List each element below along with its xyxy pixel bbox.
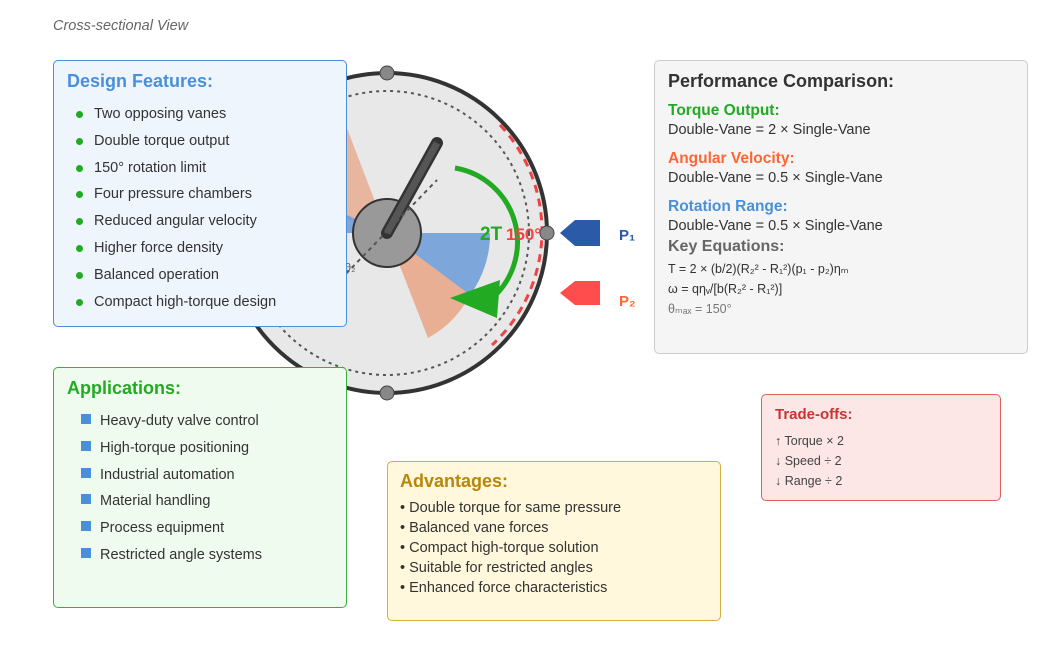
bullet	[81, 547, 91, 558]
torque-label: 2T	[480, 224, 503, 245]
list-item: • Balanced vane forces	[400, 520, 549, 536]
list-item: Two opposing vanes	[67, 101, 333, 128]
card-title: Applications:	[67, 378, 182, 398]
bullet	[81, 494, 91, 505]
angle-label: 150°	[506, 225, 541, 244]
list-item: • Compact high-torque solution	[400, 540, 599, 556]
limit-arc	[490, 123, 544, 347]
bullet	[76, 137, 83, 145]
bullet	[76, 244, 83, 252]
tradeoff: ↑ Torque × 2	[775, 434, 844, 448]
bullet	[81, 467, 91, 478]
card-title: Performance Comparison:	[668, 71, 895, 91]
caption: Cross-sectional View	[53, 18, 189, 34]
bullet	[76, 191, 83, 199]
bullet	[81, 414, 91, 424]
card-title: Advantages:	[400, 471, 509, 491]
list-item: Balanced operation	[67, 262, 333, 289]
card-title: Design Features:	[67, 71, 214, 91]
inner-bore	[244, 90, 530, 376]
list-item: Four pressure chambers	[67, 181, 333, 208]
list-item: Material handling	[67, 488, 333, 515]
section-heading: Angular Velocity:	[668, 150, 795, 167]
section-heading: Rotation Range:	[668, 198, 788, 215]
tradeoffs-card: Trade-offs: ↑ Torque × 2 ↓ Speed ÷ 2 ↓ Ran…	[761, 394, 1001, 501]
list-item: • Suitable for restricted angles	[400, 560, 593, 576]
design-features-card: Design Features: Two opposing vanes Doubl…	[53, 60, 347, 327]
section-text: Double-Vane = 0.5 × Single-Vane	[668, 218, 883, 234]
list-item: High-torque positioning	[67, 435, 333, 462]
section-text: Double-Vane = 2 × Single-Vane	[668, 122, 871, 138]
p2-arrow	[560, 281, 600, 305]
p1-label: P₁	[619, 227, 635, 244]
arrow-head	[450, 280, 500, 318]
card-title: Trade-offs:	[775, 406, 853, 423]
port	[379, 385, 395, 401]
list-item: Industrial automation	[67, 462, 333, 489]
advantages-card: Advantages: • Double torque for same pre…	[387, 461, 721, 621]
list-item: 150° rotation limit	[67, 155, 333, 182]
list-item: Higher force density	[67, 235, 333, 262]
equation: T = 2 × (b/2)(R₂² - R₁²)(p₁ - p₂)ηₘ	[668, 262, 849, 276]
port	[539, 225, 555, 241]
p1-arrow	[560, 220, 600, 246]
section-heading: Torque Output:	[668, 102, 780, 119]
list-item: • Enhanced force characteristics	[400, 580, 608, 596]
performance-card: Performance Comparison: Torque Output: Do…	[654, 60, 1028, 354]
list-item: Double torque output	[67, 128, 333, 155]
bullet	[76, 218, 83, 226]
list-item: Process equipment	[67, 515, 333, 542]
bullet	[76, 271, 83, 279]
theta-label: θ₂	[345, 262, 355, 274]
list-item: Compact high-torque design	[67, 289, 333, 316]
equations-title: Key Equations:	[668, 238, 785, 255]
bullet	[76, 298, 83, 306]
bullet	[81, 440, 91, 451]
rotation-arrow	[454, 165, 520, 302]
equation: θₘₐₓ = 150°	[668, 302, 732, 316]
list-item: Restricted angle systems	[67, 542, 333, 569]
list-item: • Double torque for same pressure	[400, 500, 622, 516]
equation: ω = qηᵥ/[b(R₂² - R₁²)]	[668, 282, 783, 296]
tradeoff: ↓ Range ÷ 2	[775, 474, 843, 488]
section-text: Double-Vane = 0.5 × Single-Vane	[668, 170, 883, 186]
bullet	[76, 164, 83, 172]
list-item: Reduced angular velocity	[67, 208, 333, 235]
bullet	[76, 111, 83, 118]
p2-label: P₂	[619, 293, 636, 310]
tradeoff: ↓ Speed ÷ 2	[775, 454, 842, 468]
vane	[383, 141, 441, 235]
bullet	[81, 521, 91, 532]
reference-line	[334, 179, 438, 286]
port	[379, 65, 395, 81]
list-item: Heavy-duty valve control	[67, 408, 333, 435]
applications-card: Applications: Heavy-duty valve control Hi…	[53, 367, 347, 608]
